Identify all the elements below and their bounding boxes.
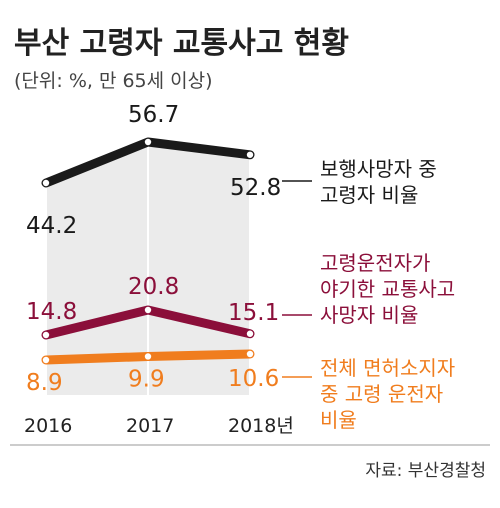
legend-label: 야기한 교통사고 <box>320 277 455 301</box>
legend-label: 보행사망자 중 <box>320 157 437 181</box>
data-label: 56.7 <box>128 102 179 128</box>
legend-label: 전체 면허소지자 <box>320 356 455 380</box>
data-label: 14.8 <box>26 299 77 325</box>
data-point <box>246 330 254 337</box>
data-label: 52.8 <box>230 175 281 201</box>
data-label: 8.9 <box>26 370 63 396</box>
data-point <box>42 356 50 364</box>
data-label: 20.8 <box>128 274 179 300</box>
data-point <box>144 138 152 146</box>
data-point <box>42 331 50 339</box>
x-tick-label: 2017 <box>126 415 174 437</box>
chart-source: 자료: 부산경찰청 <box>365 461 486 481</box>
data-point <box>144 306 152 314</box>
legend-label: 사망자 비율 <box>320 303 418 327</box>
data-point <box>246 350 254 358</box>
data-point <box>144 353 152 360</box>
chart-title: 부산 고령자 교통사고 현황 <box>14 26 349 61</box>
x-tick-label: 2018년 <box>228 415 294 437</box>
legend-label: 비율 <box>320 408 357 432</box>
data-point <box>246 151 254 158</box>
legend-label: 고령운전자가 <box>320 251 430 275</box>
data-label: 15.1 <box>228 300 279 326</box>
data-label: 9.9 <box>128 366 165 392</box>
data-label: 10.6 <box>228 366 279 392</box>
chart-subtitle: (단위: %, 만 65세 이상) <box>14 70 213 92</box>
data-label: 44.2 <box>26 213 77 239</box>
legend-label: 중 고령 운전자 <box>320 382 443 406</box>
x-tick-label: 2016 <box>24 415 72 437</box>
data-point <box>42 179 50 187</box>
legend-label: 고령자 비율 <box>320 183 418 207</box>
